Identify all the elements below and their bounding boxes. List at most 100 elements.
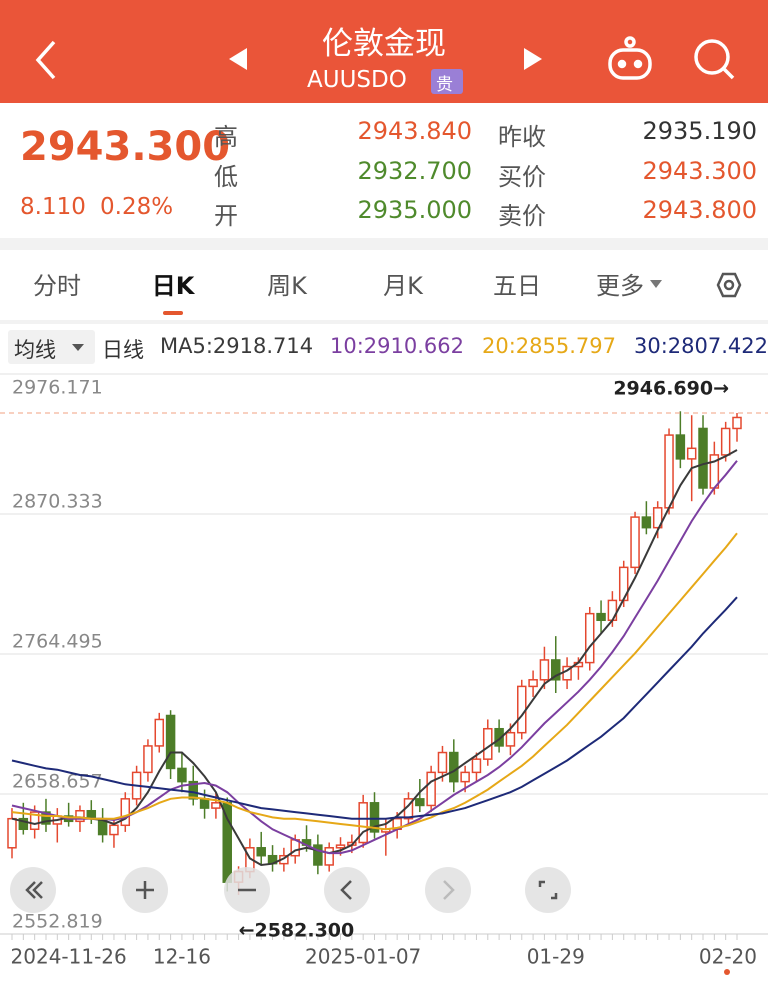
candle-body	[109, 824, 119, 836]
candle-body	[698, 427, 708, 489]
y-tick-label: 2870.333	[12, 491, 103, 513]
tab-underline	[163, 311, 183, 315]
button-icon	[443, 880, 455, 900]
candle-body	[505, 731, 516, 747]
badge-bg	[431, 69, 463, 94]
tab[interactable]: 五日	[493, 272, 541, 300]
field-label: 开	[214, 202, 238, 230]
candle-body	[426, 771, 436, 807]
candle-body	[551, 659, 561, 681]
tab[interactable]: 月K	[383, 272, 423, 300]
button-bg	[525, 867, 571, 913]
field-value: 2932.700	[357, 157, 472, 185]
candle-body	[154, 718, 165, 747]
tab[interactable]: 分时	[33, 272, 81, 300]
candle-body	[494, 727, 504, 747]
candle-body	[313, 844, 323, 866]
more-arrow[interactable]	[650, 280, 662, 288]
y-tick-label: 2658.657	[12, 771, 103, 793]
candle-body	[120, 798, 131, 827]
candle-body	[29, 811, 40, 831]
x-tick-label: 2024-11-26	[11, 945, 127, 969]
candle-body	[607, 599, 618, 622]
candle-body	[324, 847, 334, 866]
field-label: 高	[214, 123, 238, 151]
chart-button[interactable]	[525, 867, 571, 913]
candle-body	[630, 516, 640, 569]
field-value: 2943.840	[357, 117, 472, 145]
price: 2943.300	[20, 124, 231, 170]
candle-body	[41, 811, 51, 825]
prev-button[interactable]	[229, 48, 247, 70]
candle-body	[539, 659, 550, 681]
candle-body	[584, 612, 595, 664]
candle-body	[449, 751, 459, 783]
tab[interactable]: 周K	[267, 272, 307, 300]
x-tick-label: 2025-01-07	[305, 945, 421, 969]
period: 日线	[102, 338, 144, 362]
header-bar: 伦敦金现 AUUSDO 贵	[0, 0, 768, 103]
candle-body	[528, 679, 538, 688]
field-value: 2935.000	[357, 196, 472, 224]
candle-body	[165, 714, 176, 770]
tab[interactable]: 更多	[596, 272, 644, 300]
candle-body	[369, 802, 380, 833]
change: 8.110	[20, 194, 86, 220]
candle-body	[7, 817, 17, 849]
chart-button[interactable]	[122, 867, 168, 913]
search-button[interactable]	[694, 39, 735, 80]
legend-entry: 30:2807.422	[634, 334, 768, 358]
candle-body	[75, 809, 85, 823]
field-label: 买价	[498, 163, 546, 191]
x-tick-label: 02-20	[699, 945, 757, 969]
badge: 贵	[436, 75, 453, 95]
candle-body	[358, 802, 368, 844]
tab-active[interactable]: 日K	[151, 272, 195, 300]
ma-line	[11, 449, 738, 867]
field-label: 卖价	[498, 202, 546, 230]
tab-icons	[650, 272, 742, 298]
legend-entry: MA5:2918.714	[160, 334, 313, 358]
button-icon	[538, 880, 558, 900]
button-icon	[136, 881, 154, 899]
back-button[interactable]	[35, 40, 56, 80]
ma-arrow	[72, 344, 84, 351]
candle-body	[675, 434, 686, 460]
separator	[0, 320, 768, 324]
chart-button[interactable]	[324, 867, 370, 913]
candle-body	[199, 798, 210, 809]
legend-entry: 10:2910.662	[330, 334, 464, 358]
current-dot	[724, 969, 730, 975]
button-icon	[340, 880, 352, 900]
robot-button[interactable]	[608, 36, 652, 80]
field-value: 2935.190	[642, 117, 757, 145]
candle-body	[483, 727, 493, 760]
ma-line	[11, 596, 738, 820]
candle-body	[177, 767, 187, 783]
candle-body	[460, 771, 470, 783]
candle-body	[335, 844, 346, 849]
settings-button[interactable]	[716, 272, 742, 298]
candle-body	[437, 751, 448, 774]
button-bg	[324, 867, 370, 913]
chart-button[interactable]	[10, 867, 56, 913]
next-button[interactable]	[524, 48, 542, 70]
y-tick-label: 2764.495	[12, 631, 103, 653]
candle-body	[720, 427, 731, 456]
chart-button[interactable]	[425, 867, 471, 913]
separator	[0, 238, 768, 250]
ma-line	[11, 532, 738, 831]
field-value: 2943.800	[642, 196, 757, 224]
chart-button[interactable]	[224, 867, 270, 913]
settings-dot	[723, 279, 735, 291]
min-label: ←2582.300	[239, 920, 355, 942]
candle-body	[211, 802, 221, 809]
max-label: 2946.690→	[613, 377, 729, 399]
candle-body	[471, 758, 482, 774]
legend-entry: 20:2855.797	[482, 334, 616, 358]
candle-body	[596, 612, 606, 622]
ma-toggle-label: 均线	[14, 338, 56, 362]
candle-body	[686, 447, 697, 460]
button-bg	[425, 867, 471, 913]
